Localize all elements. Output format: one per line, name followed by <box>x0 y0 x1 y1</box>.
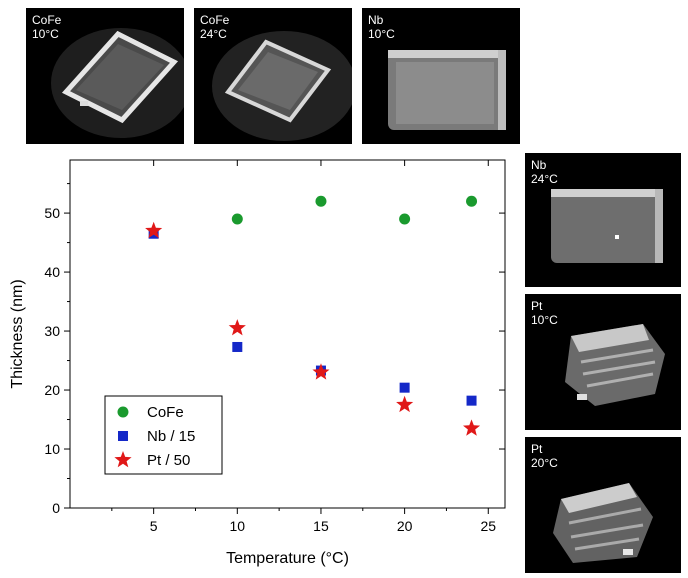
y-tick-label: 30 <box>44 323 60 339</box>
micrograph-image <box>388 50 506 130</box>
pt-50-point <box>145 221 163 239</box>
cofe-point <box>399 213 411 225</box>
y-tick-label: 40 <box>44 264 60 280</box>
x-tick-label: 20 <box>397 518 413 534</box>
nb-15-point <box>399 382 410 393</box>
micrograph-label: Pt 10°C <box>531 299 558 327</box>
micrograph-material: Nb <box>531 158 547 172</box>
micrograph-nb-24c: Nb 24°C <box>525 153 681 287</box>
legend-marker <box>114 451 132 468</box>
micrograph-pt-20c: Pt 20°C <box>525 437 681 573</box>
pt-50-point <box>463 419 481 436</box>
pt-50-point <box>396 395 414 413</box>
cofe-point <box>231 213 243 225</box>
micrograph-cofe-10c: CoFe 10°C <box>26 8 184 144</box>
micrograph-label: Nb 24°C <box>531 158 558 186</box>
x-tick-label: 25 <box>480 518 496 534</box>
micrograph-cofe-24c: CoFe 24°C <box>194 8 352 144</box>
micrograph-label: CoFe 10°C <box>32 13 61 41</box>
y-tick-label: 20 <box>44 382 60 398</box>
y-tick-label: 10 <box>44 441 60 457</box>
plot-frame <box>69 159 506 509</box>
micrograph-material: Pt <box>531 299 543 313</box>
legend-marker <box>117 406 129 418</box>
micrograph-temperature: 10°C <box>531 313 558 327</box>
nb-15-point <box>466 395 477 406</box>
y-tick-label: 50 <box>44 205 60 221</box>
micrograph-material: CoFe <box>32 13 62 27</box>
micrograph-temperature: 24°C <box>531 172 558 186</box>
x-tick-label: 15 <box>313 518 329 534</box>
x-tick-label: 5 <box>150 518 158 534</box>
legend-label: Pt / 50 <box>147 452 190 469</box>
micrograph-image <box>551 189 663 263</box>
micrograph-label: Pt 20°C <box>531 442 558 470</box>
data-marks <box>145 195 481 436</box>
axes: 5 10 15 20 25 0 10 20 30 40 50 <box>44 159 506 534</box>
cofe-point <box>315 195 327 207</box>
pt-50-point <box>312 363 330 380</box>
micrograph-nb-10c: Nb 10°C <box>362 8 520 144</box>
legend-marker <box>118 431 128 441</box>
micrograph-label: Nb 10°C <box>368 13 395 41</box>
x-axis-label: Temperature (°C) <box>226 550 349 567</box>
micrograph-image <box>553 483 653 563</box>
legend: CoFe Nb / 15 Pt / 50 <box>104 395 223 475</box>
cofe-point <box>466 195 478 207</box>
legend-label: CoFe <box>147 404 184 421</box>
micrograph-image <box>51 28 184 138</box>
pt-50-point <box>228 319 246 336</box>
micrograph-material: Nb <box>368 13 384 27</box>
micrograph-temperature: 24°C <box>200 27 227 41</box>
legend-label: Nb / 15 <box>147 428 195 445</box>
y-axis-label: Thickness (nm) <box>9 279 26 388</box>
micrograph-image <box>212 31 352 141</box>
micrograph-material: Pt <box>531 442 543 456</box>
micrograph-temperature: 10°C <box>368 27 395 41</box>
x-tick-label: 10 <box>230 518 246 534</box>
micrograph-image <box>565 324 665 406</box>
micrograph-temperature: 10°C <box>32 27 59 41</box>
micrograph-pt-10c: Pt 10°C <box>525 294 681 430</box>
nb-15-point <box>232 341 243 352</box>
micrograph-material: CoFe <box>200 13 230 27</box>
micrograph-label: CoFe 24°C <box>200 13 229 41</box>
y-tick-label: 0 <box>52 500 60 516</box>
micrograph-temperature: 20°C <box>531 456 558 470</box>
